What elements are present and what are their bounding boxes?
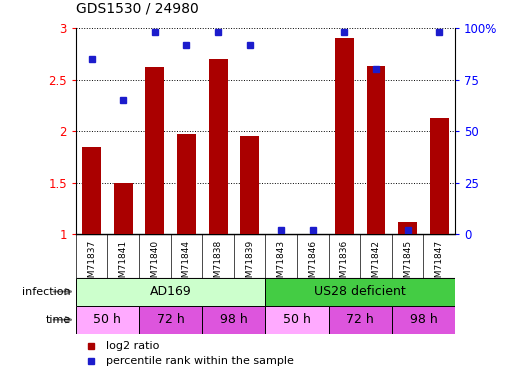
Text: GSM71839: GSM71839	[245, 240, 254, 289]
Text: GSM71840: GSM71840	[150, 240, 160, 289]
Text: AD169: AD169	[150, 285, 191, 298]
Bar	[266, 278, 455, 306]
Bar	[392, 306, 455, 334]
Text: GSM71837: GSM71837	[87, 240, 96, 289]
Text: log2 ratio: log2 ratio	[106, 340, 160, 351]
Text: GSM71843: GSM71843	[277, 240, 286, 289]
Bar	[145, 68, 164, 234]
Bar	[114, 183, 133, 234]
Bar	[328, 306, 392, 334]
Bar	[367, 66, 385, 234]
Text: percentile rank within the sample: percentile rank within the sample	[106, 356, 294, 366]
Bar	[209, 59, 228, 234]
Text: 50 h: 50 h	[283, 313, 311, 326]
Text: 98 h: 98 h	[220, 313, 248, 326]
Bar	[202, 306, 266, 334]
Text: 72 h: 72 h	[157, 313, 185, 326]
Bar	[76, 306, 139, 334]
Text: GSM71838: GSM71838	[213, 240, 222, 289]
Text: GSM71842: GSM71842	[371, 240, 381, 288]
Bar	[177, 134, 196, 234]
Bar	[398, 222, 417, 234]
Bar	[76, 278, 266, 306]
Text: 72 h: 72 h	[346, 313, 374, 326]
Text: GSM71847: GSM71847	[435, 240, 444, 289]
Bar	[266, 306, 328, 334]
Text: 50 h: 50 h	[94, 313, 121, 326]
Text: GSM71845: GSM71845	[403, 240, 412, 289]
Bar	[139, 306, 202, 334]
Text: time: time	[46, 315, 71, 325]
Text: GDS1530 / 24980: GDS1530 / 24980	[76, 2, 199, 16]
Text: 98 h: 98 h	[410, 313, 437, 326]
Text: GSM71841: GSM71841	[119, 240, 128, 289]
Text: GSM71844: GSM71844	[182, 240, 191, 288]
Bar	[430, 118, 449, 234]
Text: infection: infection	[22, 286, 71, 297]
Text: GSM71846: GSM71846	[309, 240, 317, 289]
Text: US28 deficient: US28 deficient	[314, 285, 406, 298]
Text: GSM71836: GSM71836	[340, 240, 349, 289]
Bar	[240, 136, 259, 234]
Bar	[335, 39, 354, 234]
Bar	[82, 147, 101, 234]
